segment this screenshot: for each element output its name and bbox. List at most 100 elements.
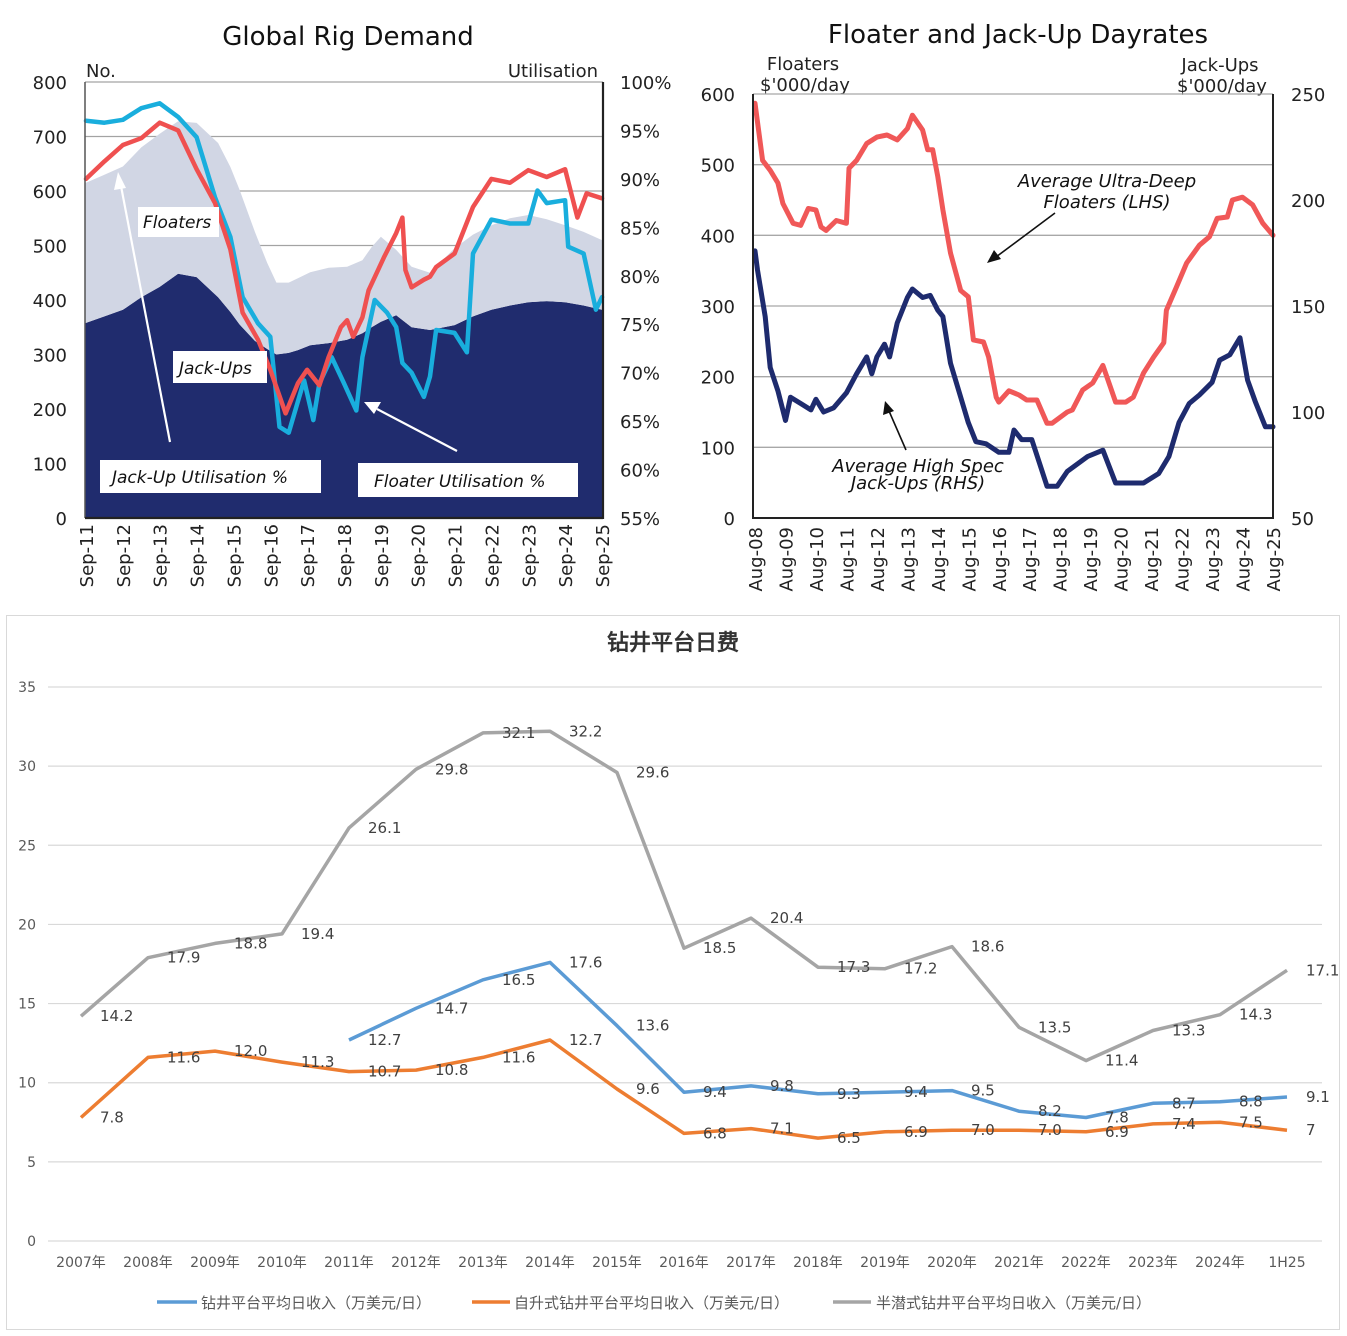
x-tick-label: Sep-12 <box>114 524 135 587</box>
x-tick-label: Sep-20 <box>409 524 430 587</box>
data-label: 7.8 <box>1105 1109 1129 1127</box>
data-label: 9.4 <box>904 1083 928 1101</box>
tick-labels: 0 100 200 300 400 500 600 50 100 150 200 250 Aug-08 A… <box>701 85 1326 592</box>
data-label: 13.5 <box>1038 1018 1071 1036</box>
data-label: 7 <box>1306 1121 1316 1139</box>
y-tick-label-right: 200 <box>1291 191 1325 212</box>
x-category-label: 2017年 <box>726 1255 776 1271</box>
data-label: 9.6 <box>636 1080 660 1098</box>
floaters-annotation-arrow <box>995 212 1056 258</box>
y-tick-label-right: 95% <box>620 121 660 142</box>
data-label: 8.2 <box>1038 1102 1062 1120</box>
annotations: Average Ultra-Deep Floaters (LHS) Averag… <box>831 171 1196 494</box>
x-tick-label: Sep-13 <box>151 524 172 587</box>
x-tick-label: Aug-18 <box>1051 527 1072 592</box>
y-tick-label-left: 200 <box>701 368 735 389</box>
x-tick-label: Sep-15 <box>224 524 245 587</box>
arrow-head-icon <box>883 401 894 415</box>
y-tick-label: 15 <box>18 997 36 1013</box>
arrow-head-icon <box>114 172 126 190</box>
y-tick-label: 0 <box>27 1234 36 1250</box>
x-tick-label: Aug-12 <box>868 527 889 592</box>
data-label: 17.6 <box>569 953 602 971</box>
y-tick-label-left: 500 <box>701 156 735 177</box>
y-tick-label-right: 50 <box>1291 509 1314 530</box>
series-lines <box>79 729 1288 1140</box>
x-tick-label: Aug-22 <box>1173 527 1194 592</box>
data-label: 9.3 <box>837 1085 861 1103</box>
x-category-label: 2024年 <box>1195 1255 1245 1271</box>
data-labels: 12.714.716.517.613.69.4 9.8 9.3 9.4 9.58.2 7.… <box>100 722 1339 1147</box>
x-tick-label: Aug-11 <box>837 527 858 592</box>
y-tick-label-left: 200 <box>33 400 67 421</box>
data-label: 18.5 <box>703 939 736 957</box>
data-label: 10.7 <box>368 1063 401 1081</box>
y-tick-label-right: 80% <box>620 267 660 288</box>
left-axis-label: No. <box>86 61 116 82</box>
data-label: 11.4 <box>1105 1052 1138 1070</box>
data-label: 12.7 <box>569 1031 602 1049</box>
x-tick-label: Aug-13 <box>898 527 919 592</box>
annotation-floaters-line1: Average Ultra-Deep <box>1017 171 1196 192</box>
data-label: 11.6 <box>502 1048 535 1066</box>
data-label: 17.3 <box>837 958 870 976</box>
x-category-label: 2012年 <box>391 1255 441 1271</box>
left-axis-label-line1: Floaters <box>767 54 839 75</box>
y-tick-label: 35 <box>18 680 36 696</box>
data-label: 20.4 <box>770 909 803 927</box>
x-category-label: 2014年 <box>525 1255 575 1271</box>
y-tick-label: 5 <box>27 1155 36 1171</box>
data-label: 8.7 <box>1172 1094 1196 1112</box>
line-jack-up-utilisation <box>83 120 605 416</box>
data-label: 18.6 <box>971 938 1004 956</box>
data-label: 9.5 <box>971 1082 995 1100</box>
right-axis-label: Utilisation <box>508 61 598 82</box>
annotation-floaters-line2: Floaters (LHS) <box>1043 192 1170 213</box>
legend-label-avg: 钻井平台平均日收入（万美元/日） <box>201 1294 431 1312</box>
axes <box>752 94 1274 519</box>
annotation-jackups-line1: Average High Spec <box>831 456 1004 477</box>
data-label: 12.7 <box>368 1031 401 1049</box>
x-category-label: 2015年 <box>592 1255 642 1271</box>
data-label: 7.1 <box>770 1120 794 1138</box>
data-label: 17.2 <box>904 960 937 978</box>
x-tick-label: Sep-11 <box>77 524 98 587</box>
y-tick-label-left: 400 <box>33 291 67 312</box>
x-tick-label: Aug-21 <box>1142 527 1163 592</box>
chart-title: Floater and Jack-Up Dayrates <box>828 20 1208 50</box>
y-tick-label-left: 400 <box>701 226 735 247</box>
data-label: 14.7 <box>435 999 468 1017</box>
series-line-0 <box>348 960 1288 1120</box>
x-tick-label: Aug-20 <box>1112 527 1133 592</box>
x-tick-label: Aug-19 <box>1081 527 1102 592</box>
data-label: 16.5 <box>502 971 535 989</box>
x-category-label: 2011年 <box>324 1255 374 1271</box>
data-label: 17.9 <box>167 949 200 967</box>
data-label: 6.9 <box>904 1123 928 1141</box>
x-category-label: 2018年 <box>793 1255 843 1271</box>
y-tick-label-left: 600 <box>33 182 67 203</box>
data-label: 18.8 <box>234 934 267 952</box>
x-category-label: 2019年 <box>860 1255 910 1271</box>
x-tick-label: Sep-22 <box>482 524 503 587</box>
chart-title: Global Rig Demand <box>222 22 474 52</box>
y-tick-label: 30 <box>18 759 36 775</box>
annotation-jack-ups: Jack-Ups <box>176 359 252 379</box>
y-tick-label-right: 60% <box>620 461 660 482</box>
tick-labels: 0 100 200 300 400 500 600 700 800 55% 60% 65% 70% 75%… <box>33 73 672 587</box>
y-tick-label-right: 100 <box>1291 403 1325 424</box>
arrow-head-icon <box>987 250 1001 263</box>
x-category-label: 2022年 <box>1061 1255 1111 1271</box>
global-rig-demand-chart: Global Rig Demand No. Utilisation 0 100 20… <box>33 22 672 587</box>
annotation-floaters: Floaters <box>143 213 211 233</box>
tick-labels: 0 5 10 15 20 25 30 35 2007年 2008年 2009年 2010年 2011年 2… <box>18 680 1305 1271</box>
data-label: 13.6 <box>636 1017 669 1035</box>
legend: 钻井平台平均日收入（万美元/日） 自升式钻井平台平均日收入（万美元/日） 半潜式… <box>157 1294 1151 1312</box>
x-tick-label: Sep-21 <box>446 524 467 587</box>
data-label: 19.4 <box>301 925 334 943</box>
jackups-annotation-arrow <box>888 410 907 451</box>
chart-frame <box>6 615 1340 1330</box>
x-tick-label: Aug-24 <box>1234 527 1255 592</box>
x-tick-label: Sep-23 <box>519 524 540 587</box>
data-label: 7.0 <box>971 1121 995 1139</box>
